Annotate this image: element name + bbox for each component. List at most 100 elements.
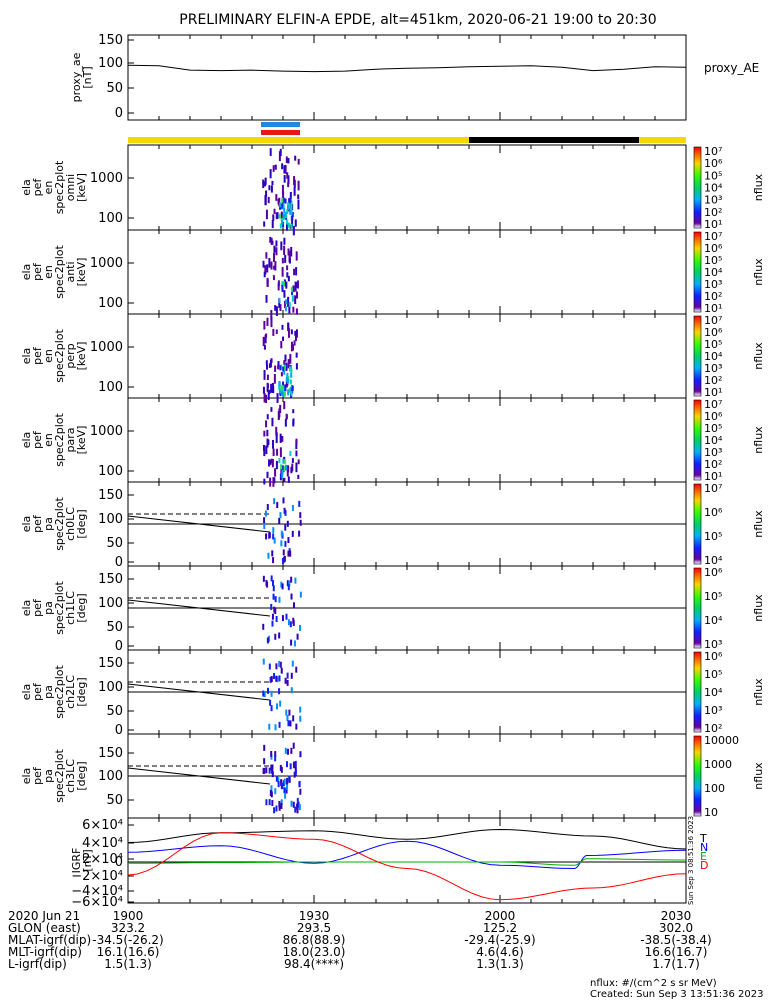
spectrogram-pixel (283, 198, 285, 203)
spectrogram-pixel (287, 537, 289, 543)
spectrogram-pixel (280, 447, 282, 457)
spectrogram-pixel (273, 673, 275, 679)
spectrogram-pixel (278, 199, 280, 204)
colorbar-tick-label: 10⁵ (704, 590, 722, 603)
y-tick-label: 0 (115, 555, 123, 570)
y-tick-label: 100 (98, 296, 123, 311)
spectrogram-pixel (283, 401, 285, 409)
spectrogram-pixel (287, 551, 289, 557)
spectrogram-pixel (291, 216, 293, 221)
spectrogram-pixel (263, 387, 265, 394)
spectrogram-pixel (270, 604, 272, 610)
spectrogram-pixel (273, 498, 275, 504)
spectrogram-pixel (293, 226, 295, 235)
y-axis-label: [keV] (75, 173, 88, 202)
spectrogram-pixel (284, 175, 286, 183)
spectrogram-pixel (292, 661, 294, 667)
spectrogram-pixel (265, 533, 267, 539)
colorbar-tick-label: 10⁷ (704, 482, 722, 495)
spectrogram-pixel (285, 306, 287, 311)
spectrogram-pixel (279, 722, 281, 728)
spectrogram-pixel (263, 431, 265, 437)
y-tick-label: 50 (106, 793, 123, 808)
spectrogram-pixel (269, 799, 271, 805)
created-note: Created: Sun Sep 3 13:51:36 2023 (590, 989, 763, 1000)
spectrogram-pixel (289, 251, 291, 258)
spectrogram-pixel (295, 282, 297, 292)
spectrogram-pixel (299, 751, 301, 757)
y-tick-label: 100 (98, 680, 123, 695)
spectrogram-pixel (282, 367, 284, 372)
spectrogram-pixel (271, 185, 273, 192)
panel-frame (128, 818, 686, 903)
spectrogram-pixel (286, 220, 288, 225)
spectrogram-pixel (292, 715, 294, 721)
spectrogram-pixel (290, 379, 292, 384)
spectrogram-pixel (272, 527, 274, 533)
spectrogram-pixel (272, 220, 274, 228)
spectrogram-pixel (273, 607, 275, 613)
spectrogram-pixel (281, 783, 283, 789)
spectrogram-pixel (290, 748, 292, 754)
spectrogram-pixel (285, 678, 287, 684)
spectrogram-pixel (294, 578, 296, 584)
spectrogram-pixel (268, 197, 270, 203)
spectrogram-pixel (277, 393, 279, 403)
spectrogram-pixel (297, 475, 299, 479)
spectrogram-pixel (274, 468, 276, 476)
spectrogram-pixel (273, 253, 275, 262)
spectrogram-pixel (275, 676, 277, 682)
spectrogram-pixel (278, 361, 280, 366)
spectrogram-pixel (293, 269, 295, 276)
spectrogram-pixel (272, 383, 274, 393)
spectrogram-pixel (274, 261, 276, 270)
vertical-timestamp: Sun Sep 3 08:51:36 2023 (687, 816, 695, 905)
y-tick-label: 50 (106, 81, 123, 96)
spectrogram-pixel (272, 329, 274, 336)
spectrogram-pixel (276, 433, 278, 443)
spectrogram-pixel (286, 778, 288, 784)
spectrogram-pixel (283, 478, 285, 482)
spectrogram-pixel (265, 178, 267, 185)
spectrogram-pixel (280, 765, 282, 771)
spectrogram-pixel (263, 221, 265, 226)
spectrogram-pixel (278, 298, 280, 303)
y-axis-label: [keV] (75, 258, 88, 287)
spectrogram-pixel (281, 372, 283, 376)
spectrogram-pixel (272, 771, 274, 777)
spectrogram-pixel (270, 317, 272, 327)
spectrogram-pixel (299, 804, 301, 810)
spectrogram-pixel (267, 414, 269, 419)
y-tick-label: 50 (106, 536, 123, 551)
spectrogram-pixel (273, 275, 275, 280)
spectrogram-pixel (280, 540, 282, 546)
spectrogram-pixel (278, 411, 280, 418)
spectrogram-pixel (296, 251, 298, 260)
spectrogram-pixel (280, 149, 282, 156)
proxy-ae-legend: proxy_AE (704, 61, 759, 75)
spectrogram-pixel (290, 640, 292, 646)
spectrogram-pixel (266, 430, 268, 436)
spectrogram-pixel (296, 804, 298, 810)
spectrogram-pixel (265, 333, 267, 337)
spectrogram-pixel (267, 637, 269, 643)
spectrogram-pixel (270, 169, 272, 178)
spectrogram-pixel (279, 365, 281, 370)
spectrogram-pixel (290, 621, 292, 627)
spectrogram-pixel (271, 621, 273, 627)
spectrogram-pixel (267, 688, 269, 694)
spectrogram-pixel (295, 219, 297, 226)
panel-frame (128, 398, 686, 482)
spectrogram-pixel (289, 451, 291, 456)
spectrogram-pixel (289, 720, 291, 726)
spectrogram-pixel (262, 180, 264, 188)
spectrogram-pixel (263, 576, 265, 582)
spectrogram-pixel (274, 366, 276, 372)
spectrogram-pixel (288, 476, 290, 482)
spectrogram-pixel (292, 505, 294, 511)
spectrogram-pixel (291, 673, 293, 679)
spectrogram-pixel (278, 688, 280, 694)
spectrogram-pixel (287, 205, 289, 210)
panel-anti: 1000100elapefenspec2plotanti[keV]10⁷10⁶1… (20, 230, 765, 315)
panel-proxy_ae: 150100500proxy_ae[nT] (70, 33, 686, 121)
